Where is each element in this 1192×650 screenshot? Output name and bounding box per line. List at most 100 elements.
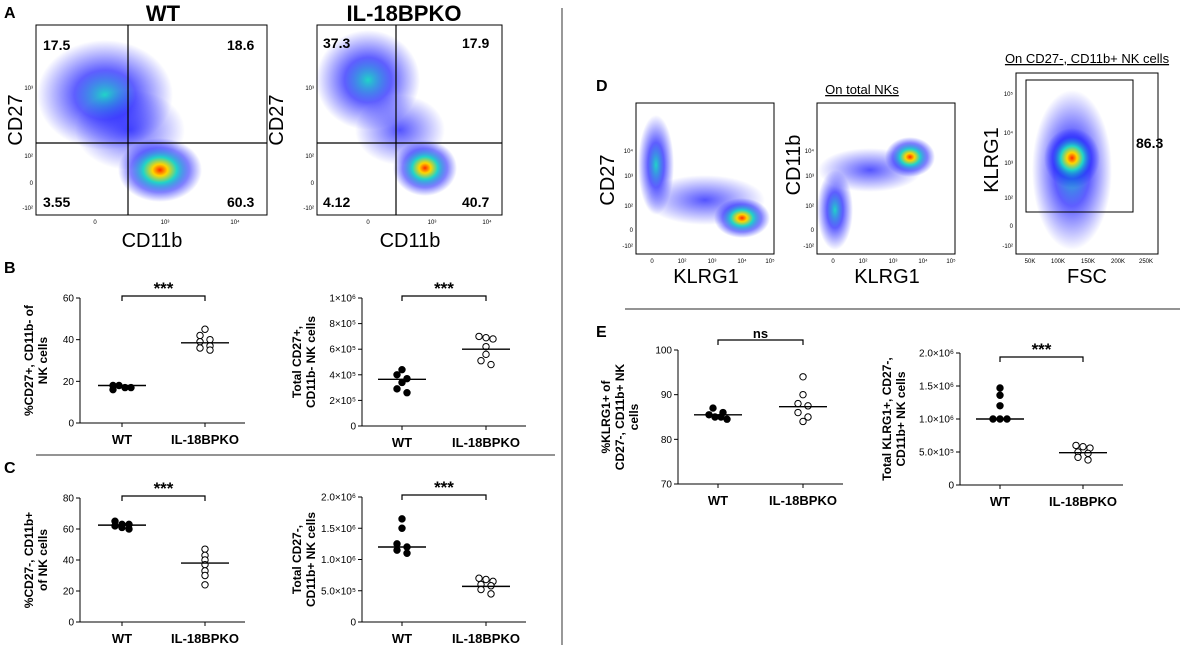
category-label: WT	[990, 494, 1010, 509]
wt-point	[125, 525, 133, 533]
ko-point	[201, 581, 209, 589]
panel-d-plot-2: 10⁴ 10³ 10² 0 -10² 0 10² 10³ 10⁴ 10⁵ KLR…	[783, 102, 956, 288]
flow-xlabel: CD11b	[122, 230, 183, 252]
flow-ytick: 0	[630, 228, 634, 234]
flow-xlabel: FSC	[1067, 266, 1107, 288]
y-axis-label: Total CD27+,CD11b- NK cells	[290, 316, 318, 408]
flow-ytick: 10²	[805, 204, 814, 210]
flow-ytick: 10²	[1004, 196, 1013, 202]
flow-ylabel: CD27	[266, 94, 288, 145]
category-label: IL-18BPKO	[452, 435, 520, 450]
wt-point	[996, 391, 1004, 399]
y-tick-label: 20	[63, 587, 75, 598]
flow-ytick: 10⁵	[1004, 91, 1014, 98]
category-label: IL-18BPKO	[1049, 494, 1117, 509]
ko-point	[1072, 441, 1080, 450]
flow-ytick: -10²	[622, 244, 633, 250]
flow-xtick: 10⁵	[946, 258, 956, 265]
flow-ylabel: KLRG1	[981, 127, 1003, 193]
flow-xtick: 150K	[1081, 259, 1095, 265]
category-label: WT	[708, 493, 728, 508]
ko-point	[804, 413, 812, 421]
y-tick-label: 100	[655, 346, 672, 357]
y-axis-label-line: CD11b+ NK cells	[304, 512, 318, 607]
category-label: IL-18BPKO	[452, 631, 520, 646]
category-label: WT	[392, 435, 412, 450]
category-label: WT	[112, 432, 132, 447]
ko-point	[201, 325, 209, 333]
wt-point	[398, 365, 406, 374]
y-tick-label: 0	[68, 618, 74, 629]
dotplot-c-left: 0 20 40 60 80 WT IL-18BPKO %CD27-, CD11b+of NK …	[22, 479, 245, 646]
panel-letter-e: E	[596, 324, 607, 341]
y-tick-label: 4×10⁵	[329, 370, 356, 381]
significance-bracket	[121, 295, 206, 301]
wt-point	[398, 524, 406, 532]
flow-ylabel: CD11b	[783, 135, 805, 196]
y-axis-label-line: %CD27-, CD11b+	[22, 512, 36, 608]
wt-point	[118, 523, 126, 532]
ko-point	[1079, 443, 1087, 451]
ko-point	[482, 350, 490, 359]
ko-point	[487, 360, 495, 369]
cloud-core	[1044, 128, 1100, 188]
significance-bracket	[401, 295, 487, 301]
cloud-upper-right	[885, 137, 935, 177]
y-axis-label-line: of NK cells	[36, 529, 50, 591]
y-tick-label: 0	[350, 422, 356, 433]
flow-frame	[635, 102, 775, 255]
y-tick-label: 0	[948, 481, 954, 492]
flow-frame	[816, 102, 956, 255]
y-tick-label: 2.0×10⁶	[919, 349, 954, 360]
wt-point	[111, 522, 119, 530]
y-axis-label-line: CD11b- NK cells	[304, 316, 318, 408]
flow-ytick: 10⁴	[1004, 130, 1014, 137]
wt-point	[398, 515, 406, 523]
ko-point	[794, 408, 802, 417]
category-label: WT	[112, 631, 132, 646]
panel-a-wt-title: WT	[146, 1, 181, 26]
ko-point	[799, 390, 807, 399]
category-label: WT	[392, 631, 412, 646]
flow-ytick: 0	[1010, 224, 1014, 230]
ko-point	[489, 335, 497, 343]
flow-xtick: 100K	[1051, 259, 1065, 265]
y-axis-label-line: Total CD27+,	[290, 326, 304, 398]
dotplot-c-right: 0 5.0×10⁵ 1.0×10⁶ 1.5×10⁶ 2.0×10⁶ WT IL-18BPKO…	[290, 478, 526, 646]
ko-point	[206, 346, 214, 354]
y-axis-label-line: %CD27+, CD11b- of	[22, 304, 36, 416]
y-tick-label: 1.5×10⁶	[321, 524, 356, 535]
wt-point	[709, 404, 717, 412]
ko-point	[196, 331, 204, 340]
flow-xtick: 0	[93, 220, 97, 226]
flow-ytick: 10³	[24, 86, 33, 92]
flow-ylabel: CD27	[5, 94, 27, 145]
ko-point	[794, 399, 802, 408]
quadrant-ur: 17.9	[462, 35, 489, 51]
flow-ytick: 0	[30, 181, 34, 187]
y-tick-label: 80	[661, 435, 673, 446]
flow-ytick: 10³	[805, 174, 814, 180]
flow-xtick: 0	[831, 259, 835, 265]
quadrant-lr: 60.3	[227, 194, 254, 210]
y-tick-label: 5.0×10⁵	[321, 586, 356, 597]
ko-point	[475, 574, 483, 582]
flow-ytick: -10²	[803, 244, 814, 250]
flow-xtick: 0	[366, 220, 370, 226]
flow-ytick: 10⁴	[805, 148, 815, 155]
wt-point	[393, 371, 401, 379]
flow-xtick: 10³	[889, 259, 898, 265]
ko-point	[475, 332, 483, 341]
ko-point	[201, 571, 209, 580]
y-axis-label-line: cells	[627, 403, 641, 430]
y-tick-label: 1.0×10⁶	[321, 555, 356, 566]
y-tick-label: 8×10⁵	[329, 319, 356, 330]
ko-point	[477, 357, 485, 365]
significance-label: ***	[434, 478, 454, 497]
significance-bracket	[401, 494, 487, 500]
flow-ytick: 10³	[624, 174, 633, 180]
panel-d-plot-3: 86.3 10⁵ 10⁴ 10³ 10² 0 -10² 50K 100K 150…	[981, 72, 1163, 288]
significance-bracket	[717, 339, 804, 345]
flow-xtick: 50K	[1025, 259, 1036, 265]
